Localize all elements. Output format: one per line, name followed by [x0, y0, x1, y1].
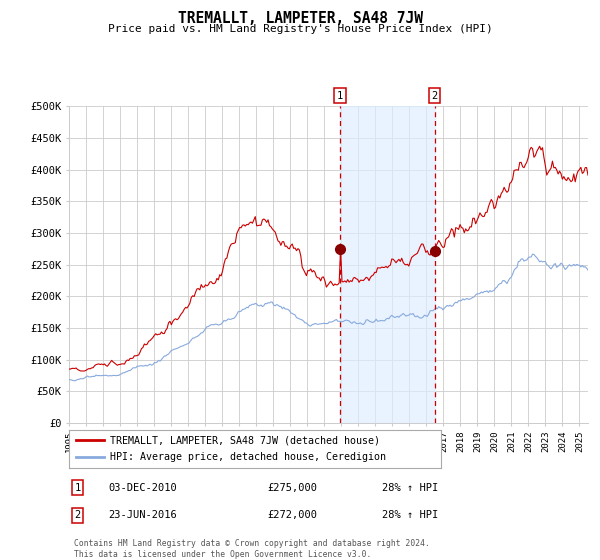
Text: 2: 2 [74, 511, 80, 520]
Text: TREMALLT, LAMPETER, SA48 7JW (detached house): TREMALLT, LAMPETER, SA48 7JW (detached h… [110, 435, 380, 445]
Text: £272,000: £272,000 [268, 511, 317, 520]
Text: Contains HM Land Registry data © Crown copyright and database right 2024.: Contains HM Land Registry data © Crown c… [74, 539, 430, 548]
Text: 28% ↑ HPI: 28% ↑ HPI [382, 483, 439, 493]
Text: 2: 2 [431, 91, 437, 101]
Text: This data is licensed under the Open Government Licence v3.0.: This data is licensed under the Open Gov… [74, 550, 371, 559]
Text: 03-DEC-2010: 03-DEC-2010 [108, 483, 177, 493]
Text: Price paid vs. HM Land Registry's House Price Index (HPI): Price paid vs. HM Land Registry's House … [107, 24, 493, 34]
Text: 1: 1 [337, 91, 343, 101]
Text: 28% ↑ HPI: 28% ↑ HPI [382, 511, 439, 520]
Text: TREMALLT, LAMPETER, SA48 7JW: TREMALLT, LAMPETER, SA48 7JW [178, 11, 422, 26]
Text: 23-JUN-2016: 23-JUN-2016 [108, 511, 177, 520]
Text: £275,000: £275,000 [268, 483, 317, 493]
Text: HPI: Average price, detached house, Ceredigion: HPI: Average price, detached house, Cere… [110, 452, 386, 462]
Text: 1: 1 [74, 483, 80, 493]
Bar [340, 106, 434, 423]
